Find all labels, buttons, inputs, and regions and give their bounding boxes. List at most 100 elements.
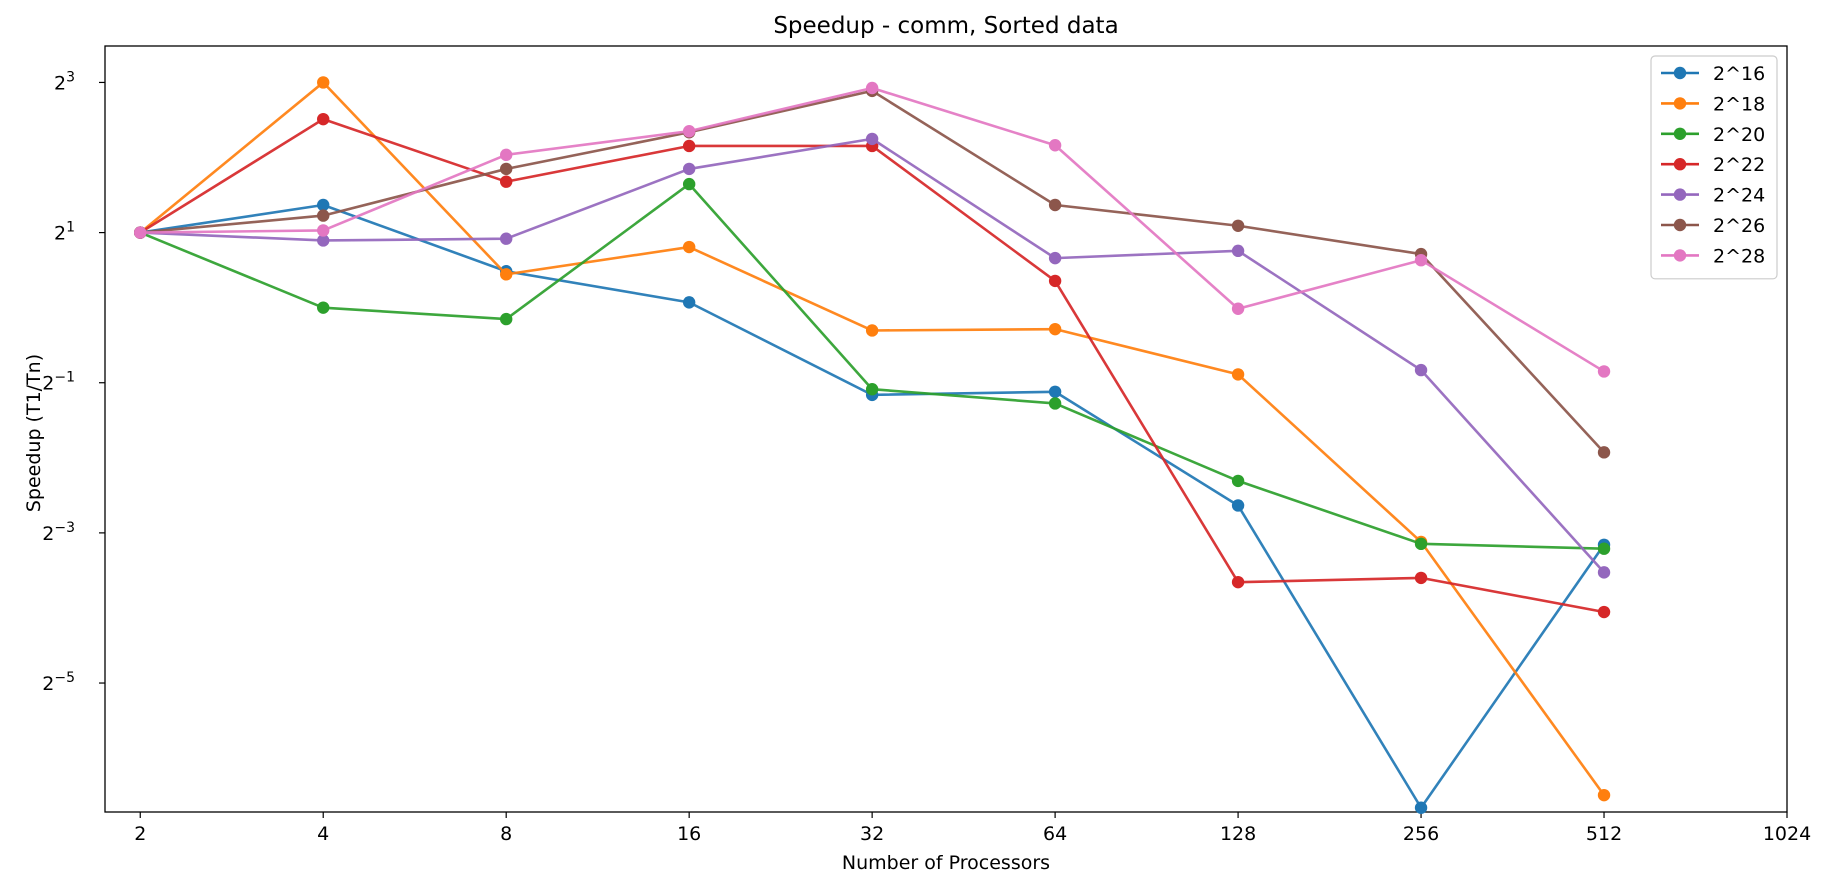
data-point — [317, 224, 330, 237]
data-point — [1048, 385, 1062, 398]
x-axis-label: Number of Processors — [842, 852, 1050, 874]
legend-item: 2^16 — [1661, 63, 1765, 85]
y-tick-exponent: −3 — [54, 520, 75, 536]
legend-swatch-marker — [1673, 249, 1687, 262]
data-point — [1048, 274, 1062, 288]
data-point — [317, 198, 330, 212]
legend-swatch-marker — [1673, 218, 1687, 232]
chart-title: Speedup - comm, Sorted data — [773, 13, 1118, 39]
x-tick-label: 64 — [1043, 823, 1067, 845]
legend-label: 2^20 — [1713, 124, 1765, 146]
data-point — [1414, 537, 1428, 551]
legend-item: 2^26 — [1661, 215, 1765, 237]
x-tick-label: 16 — [677, 823, 701, 845]
data-point — [1231, 219, 1245, 232]
legend-swatch-marker — [1673, 188, 1687, 201]
y-tick-base: 2 — [42, 373, 54, 395]
data-point — [1597, 788, 1611, 802]
data-point — [1231, 368, 1245, 381]
series-line — [139, 81, 1606, 796]
data-point — [1414, 253, 1428, 267]
data-point — [1597, 446, 1611, 459]
y-tick-base: 2 — [54, 72, 66, 94]
legend-swatch-marker — [1673, 66, 1687, 80]
x-tick-label: 128 — [1220, 823, 1256, 845]
legend-item: 2^20 — [1661, 124, 1765, 146]
y-tick-label: 23 — [54, 69, 75, 94]
x-tick-label: 256 — [1403, 823, 1439, 845]
data-point — [1048, 198, 1062, 212]
legend: 2^16 2^18 2^20 2^22 2^24 2^26 2^28 — [1650, 55, 1778, 280]
y-axis-label: Speedup (T1/Tn) — [23, 354, 45, 512]
data-point — [499, 175, 513, 188]
y-tick-label: 2−3 — [42, 520, 75, 545]
legend-swatch-marker — [1673, 97, 1687, 110]
legend-item: 2^22 — [1661, 154, 1765, 176]
data-point — [682, 296, 696, 309]
data-point — [1597, 605, 1611, 619]
data-point — [865, 81, 879, 95]
series-line — [139, 182, 1605, 551]
data-point — [1414, 801, 1428, 814]
series-2^22 — [134, 112, 1611, 619]
data-point — [499, 162, 513, 176]
legend-item: 2^28 — [1661, 245, 1765, 267]
legend-item: 2^18 — [1661, 93, 1765, 115]
data-point — [682, 162, 696, 176]
data-point — [1414, 363, 1428, 377]
data-point — [499, 312, 513, 326]
y-tick-exponent: 3 — [66, 69, 75, 85]
plot-area-frame — [104, 45, 1788, 813]
y-tick-exponent: −5 — [54, 670, 75, 686]
data-point — [317, 301, 330, 314]
data-point — [317, 209, 330, 222]
series-2^16 — [134, 198, 1611, 814]
data-point — [1231, 499, 1245, 512]
data-point — [1231, 575, 1245, 589]
series-2^28 — [134, 81, 1611, 378]
data-point — [1231, 474, 1245, 488]
data-point — [1597, 566, 1611, 579]
y-tick-base: 2 — [42, 673, 54, 695]
data-point — [317, 234, 330, 247]
data-point — [682, 139, 696, 153]
data-point — [499, 232, 513, 245]
data-point — [865, 324, 879, 337]
data-point — [1231, 244, 1245, 258]
series-layer — [134, 76, 1611, 814]
data-point — [865, 383, 879, 396]
data-point — [865, 132, 879, 146]
legend-label: 2^18 — [1713, 93, 1765, 115]
data-point — [499, 148, 513, 162]
y-tick-exponent: −1 — [54, 370, 75, 386]
data-point — [1048, 251, 1062, 265]
y-tick-label: 2−5 — [42, 670, 75, 695]
x-tick-label: 1024 — [1763, 823, 1811, 845]
legend-label: 2^22 — [1713, 154, 1765, 176]
x-tick-label: 2 — [134, 823, 146, 845]
data-point — [317, 76, 330, 89]
y-tick-base: 2 — [42, 523, 54, 545]
series-line — [139, 117, 1605, 614]
y-tick-label: 2−1 — [42, 370, 75, 395]
x-tick-label: 512 — [1586, 823, 1622, 845]
data-point — [317, 112, 330, 126]
y-tick-base: 2 — [54, 223, 66, 245]
series-line — [140, 203, 1606, 810]
legend-swatch-marker — [1673, 127, 1687, 140]
legend-label: 2^28 — [1713, 245, 1765, 267]
data-point — [499, 268, 513, 281]
x-tick-label: 32 — [860, 823, 884, 845]
data-point — [1048, 397, 1062, 410]
series-2^18 — [134, 76, 1611, 802]
legend-item: 2^24 — [1661, 185, 1765, 207]
legend-label: 2^26 — [1713, 215, 1765, 237]
data-point — [1597, 542, 1611, 555]
series-2^20 — [134, 177, 1611, 555]
data-point — [1231, 302, 1245, 315]
data-point — [682, 240, 696, 254]
legend-label: 2^16 — [1713, 63, 1765, 85]
data-point — [1048, 322, 1062, 336]
